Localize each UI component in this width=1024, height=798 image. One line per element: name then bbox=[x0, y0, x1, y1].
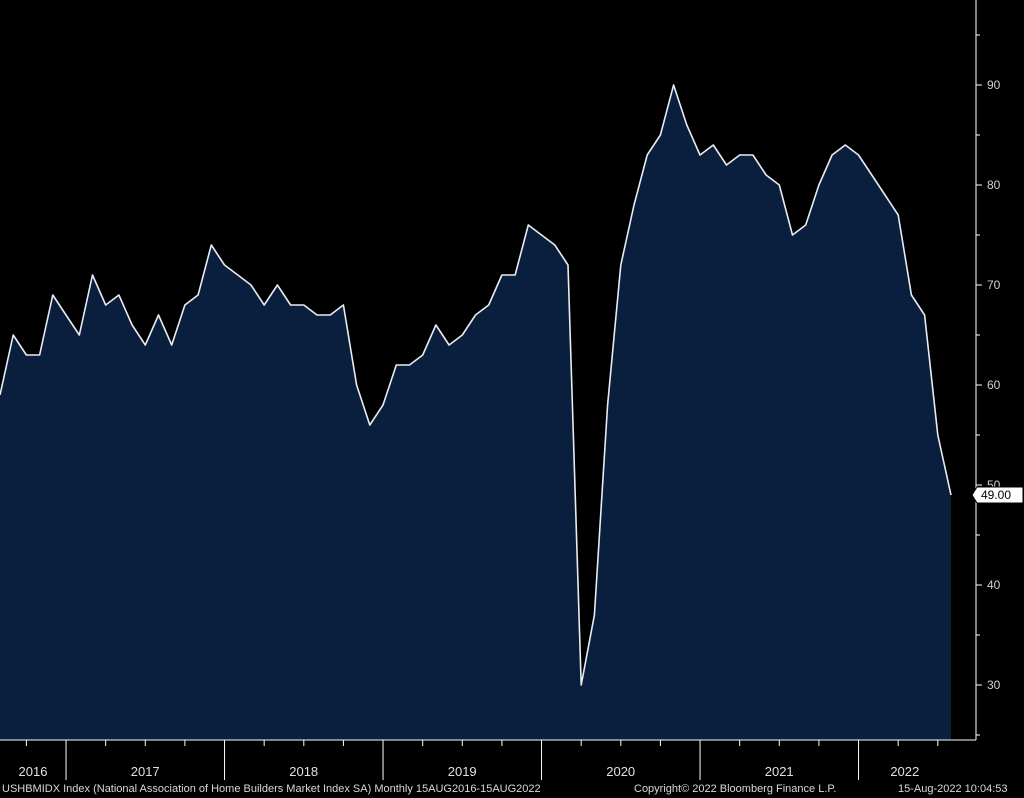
x-axis-ticks: 2016 2017 2018 2019 2020 2021 2022 bbox=[19, 740, 939, 780]
last-value-label: 49.00 bbox=[981, 488, 1011, 502]
x-year-label: 2022 bbox=[890, 764, 919, 779]
last-value-tag: 49.00 bbox=[971, 486, 1024, 504]
y-tick-label: 90 bbox=[987, 78, 1001, 92]
x-year-label: 2018 bbox=[289, 764, 318, 779]
last-value-box bbox=[971, 486, 1024, 504]
x-year-label: 2020 bbox=[606, 764, 635, 779]
x-year-label: 2017 bbox=[131, 764, 160, 779]
series-line bbox=[0, 84, 952, 686]
area-fill bbox=[0, 85, 951, 740]
footer-description: USHBMIDX Index (National Association of … bbox=[2, 783, 541, 795]
y-tick-label: 40 bbox=[987, 578, 1001, 592]
y-tick-label: 70 bbox=[987, 278, 1001, 292]
x-year-label: 2019 bbox=[448, 764, 477, 779]
y-tick-label: 80 bbox=[987, 178, 1001, 192]
footer-timestamp: 15-Aug-2022 10:04:53 bbox=[898, 783, 1008, 795]
y-tick-label: 60 bbox=[987, 378, 1001, 392]
x-year-label: 2016 bbox=[19, 764, 48, 779]
x-year-label: 2021 bbox=[765, 764, 794, 779]
y-tick-label: 30 bbox=[987, 678, 1001, 692]
footer-copyright: Copyright© 2022 Bloomberg Finance L.P. bbox=[634, 783, 837, 795]
